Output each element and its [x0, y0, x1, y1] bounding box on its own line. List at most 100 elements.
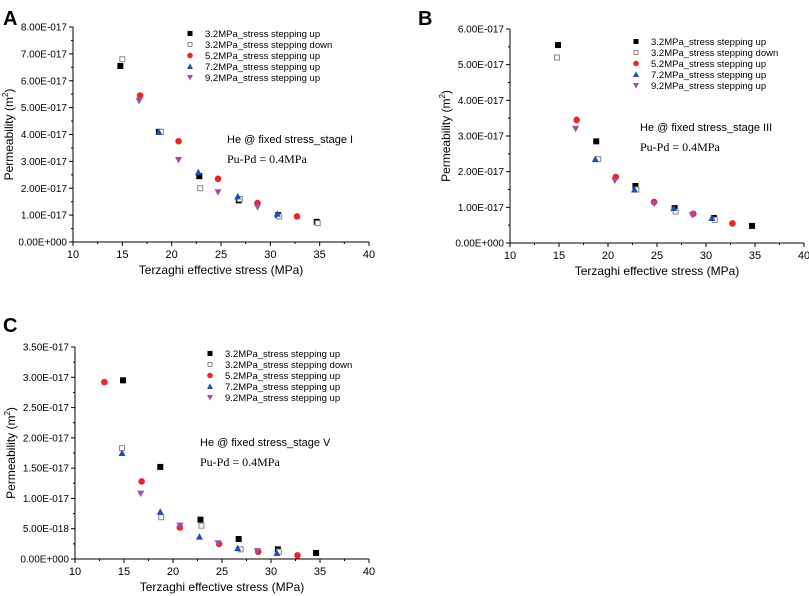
data-point: [670, 204, 678, 212]
data-point: [729, 220, 736, 227]
data-point: [198, 522, 205, 529]
legend-label: 9.2MPa_stress stepping up: [225, 393, 340, 404]
x-axis-title: Terzaghi effective stress (MPa): [575, 264, 740, 278]
data-point: [119, 56, 126, 63]
x-tick-label: 15: [116, 249, 128, 261]
legend-label: 3.2MPa_stress stepping down: [205, 40, 332, 51]
y-tick-label: 0.00E+000: [455, 239, 504, 250]
y-axis-title: Permeability (m2): [3, 407, 18, 499]
data-point: [118, 449, 126, 456]
y-tick-label: 1.00E-017: [458, 203, 505, 214]
legend-marker: [187, 52, 193, 59]
y-tick-label: 6.00E-017: [21, 76, 68, 87]
y-tick-label: 3.00E-017: [458, 132, 505, 143]
data-point: [254, 204, 262, 211]
series-4: [155, 128, 281, 217]
legend-label: 7.2MPa_stress stepping up: [205, 62, 320, 73]
y-axis-title-sup: 2: [1, 92, 10, 97]
x-tick-label: 35: [314, 249, 326, 261]
data-point: [688, 212, 696, 219]
annotation-condition: He @ fixed stress_stage V: [200, 437, 331, 449]
legend-label: 3.2MPa_stress stepping up: [225, 349, 340, 360]
x-tick-label: 20: [166, 249, 178, 261]
legend-label: 7.2MPa_stress stepping up: [651, 70, 766, 81]
data-point: [158, 514, 165, 521]
y-tick-label: 1.00E-017: [21, 211, 68, 222]
x-tick-label: 20: [167, 566, 179, 578]
data-point: [136, 92, 144, 99]
x-tick-label: 35: [749, 250, 761, 262]
y-axis-title-sup: 2: [3, 411, 12, 416]
legend-label: 3.2MPa_stress stepping up: [205, 29, 320, 40]
series-5: [572, 125, 696, 219]
data-point: [214, 189, 222, 196]
data-point: [294, 552, 301, 559]
data-point: [176, 522, 184, 530]
y-tick-label: 2.00E-017: [23, 433, 70, 444]
data-point: [591, 155, 599, 163]
data-point: [611, 177, 619, 185]
data-point: [120, 377, 127, 384]
legend-marker: [207, 351, 213, 356]
data-point: [708, 214, 716, 222]
y-tick-label: 5.00E-017: [21, 103, 68, 114]
data-point: [253, 548, 261, 555]
x-tick-label: 10: [504, 250, 516, 262]
x-tick-label: 30: [265, 566, 277, 578]
y-axis-title-close: ): [4, 407, 18, 411]
data-point: [234, 544, 242, 552]
y-axis-title-close: ): [439, 90, 453, 94]
data-point: [214, 540, 222, 547]
y-tick-label: 0.00E+000: [20, 555, 69, 566]
y-axis-title-main: Permeability (m: [439, 99, 453, 182]
legend-label: 3.2MPa_stress stepping down: [651, 48, 778, 59]
series-5: [135, 97, 262, 211]
panel-label: A: [3, 8, 17, 30]
data-point: [235, 536, 242, 543]
data-point: [197, 516, 204, 523]
legend-marker: [633, 60, 639, 67]
x-tick-label: 40: [798, 250, 809, 262]
data-point: [214, 175, 222, 183]
data-point: [630, 186, 638, 193]
data-point: [293, 213, 301, 220]
data-point: [273, 210, 281, 217]
legend: 3.2MPa_stress stepping up3.2MPa_stress s…: [633, 37, 778, 92]
y-axis-title-main: Permeability (m: [2, 97, 16, 180]
annotation-pressure: Pu-Pd = 0.4MPa: [640, 140, 720, 154]
data-point: [194, 168, 202, 176]
legend-label: 5.2MPa_stress stepping up: [205, 51, 320, 62]
data-point: [101, 378, 108, 386]
y-tick-label: 3.50E-017: [23, 343, 70, 354]
y-tick-label: 5.00E-018: [23, 524, 70, 535]
data-point: [555, 42, 562, 49]
x-tick-label: 15: [553, 250, 565, 262]
x-tick-label: 40: [363, 249, 375, 261]
y-tick-label: 0.00E+000: [18, 238, 67, 249]
y-tick-label: 4.00E-017: [21, 130, 68, 141]
y-tick-label: 7.00E-017: [21, 49, 68, 60]
x-tick-label: 10: [69, 566, 81, 578]
y-tick-label: 2.50E-017: [23, 403, 70, 414]
y-tick-label: 6.00E-017: [458, 25, 505, 36]
legend-label: 7.2MPa_stress stepping up: [225, 382, 340, 393]
y-tick-label: 3.00E-017: [21, 157, 68, 168]
y-tick-label: 4.00E-017: [458, 96, 505, 107]
legend: 3.2MPa_stress stepping up3.2MPa_stress s…: [187, 29, 332, 84]
data-point: [554, 54, 561, 61]
legend-marker: [633, 71, 639, 77]
data-point: [155, 128, 163, 135]
annotation-pressure: Pu-Pd = 0.4MPa: [200, 455, 280, 469]
x-axis-title: Terzaghi effective stress (MPa): [140, 580, 305, 594]
data-point: [175, 157, 183, 164]
y-tick-label: 1.50E-017: [23, 464, 70, 475]
data-point: [314, 220, 321, 227]
data-point: [749, 222, 756, 229]
data-point: [273, 549, 281, 556]
x-tick-label: 10: [67, 249, 79, 261]
legend-marker: [207, 372, 213, 379]
legend-marker: [187, 63, 193, 69]
chart-panel-c: C 10 15 20 25 30 35 40 0.00E+000 5.00E-018 1.00E-0…: [3, 315, 375, 594]
data-point: [175, 137, 182, 145]
